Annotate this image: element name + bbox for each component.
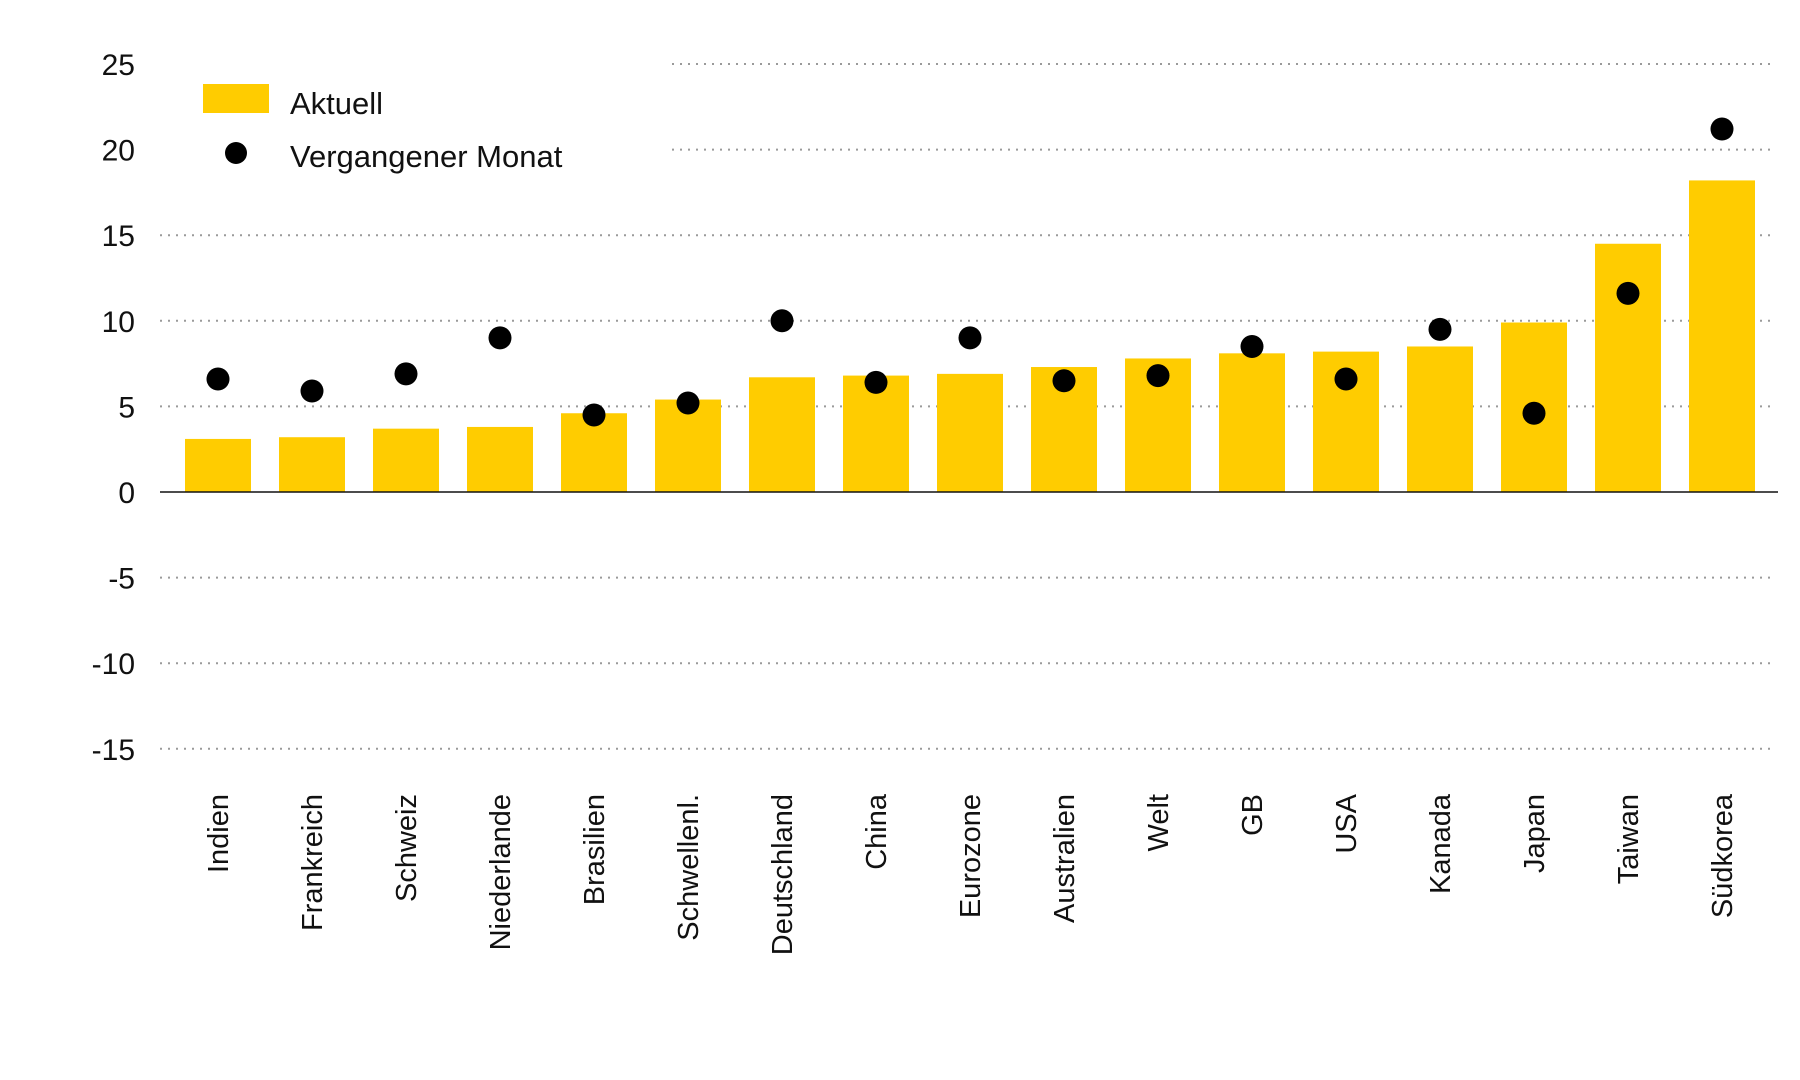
dot [770,309,794,333]
bar [843,375,909,492]
dot [488,326,512,350]
y-tick-label: 25 [102,49,135,82]
y-tick-label: -5 [108,563,135,596]
bar [467,426,533,492]
y-tick-label: 15 [102,220,135,253]
x-category-label: USA [1331,793,1363,853]
bar [749,377,815,492]
legend-label-vergangener-monat: Vergangener Monat [290,139,563,174]
dot [864,370,888,394]
dot [394,362,418,386]
x-category-label: Japan [1519,794,1551,873]
bar [279,437,345,492]
dot [206,367,230,391]
dot [1522,401,1546,425]
dot [1052,369,1076,393]
x-category-label: Australien [1049,794,1081,923]
x-category-label: Schwellenl. [673,794,705,941]
dot [1146,364,1170,388]
x-category-label: Brasilien [579,794,611,905]
bar [937,373,1003,492]
dot [1334,367,1358,391]
x-category-label: Welt [1143,794,1175,851]
y-tick-label: -15 [92,734,135,767]
bar [1407,346,1473,492]
dot [1710,117,1734,141]
legend: Aktuell Vergangener Monat [203,84,563,174]
legend-marker-vergangener-monat [225,142,247,164]
x-category-label: GB [1237,794,1269,836]
dot [676,391,700,415]
bar [373,428,439,492]
y-tick-label: 0 [118,477,135,510]
bar [1595,243,1661,492]
legend-swatch-aktuell [203,84,269,113]
bar [185,438,251,492]
dot [1240,334,1264,358]
x-category-label: Schweiz [391,794,423,902]
x-category-label: Taiwan [1613,794,1645,884]
dot [958,326,982,350]
y-tick-labels: 25 20 15 10 5 0 -5 -10 -15 [92,49,135,767]
x-category-labels: Indien Frankreich Schweiz Niederlande Brasil… [203,793,1739,955]
x-category-label: Frankreich [297,794,329,931]
bar [655,399,721,492]
x-category-label: Niederlande [485,794,517,950]
x-category-label: Indien [203,794,235,873]
x-category-label: Kanada [1425,793,1457,894]
y-tick-label: 10 [102,306,135,339]
y-tick-label: -10 [92,648,135,681]
dots [206,117,1734,427]
dot [582,403,606,427]
dot [300,379,324,403]
legend-label-aktuell: Aktuell [290,86,383,121]
x-category-label: Deutschland [767,794,799,955]
bars [185,180,1755,492]
y-tick-label: 5 [118,391,135,424]
x-category-label: Südkorea [1707,793,1739,918]
dot [1616,281,1640,305]
x-category-label: China [861,793,893,870]
bar [1689,180,1755,492]
bar [1219,353,1285,492]
x-category-label: Eurozone [955,794,987,918]
y-tick-label: 20 [102,135,135,168]
dot [1428,317,1452,341]
